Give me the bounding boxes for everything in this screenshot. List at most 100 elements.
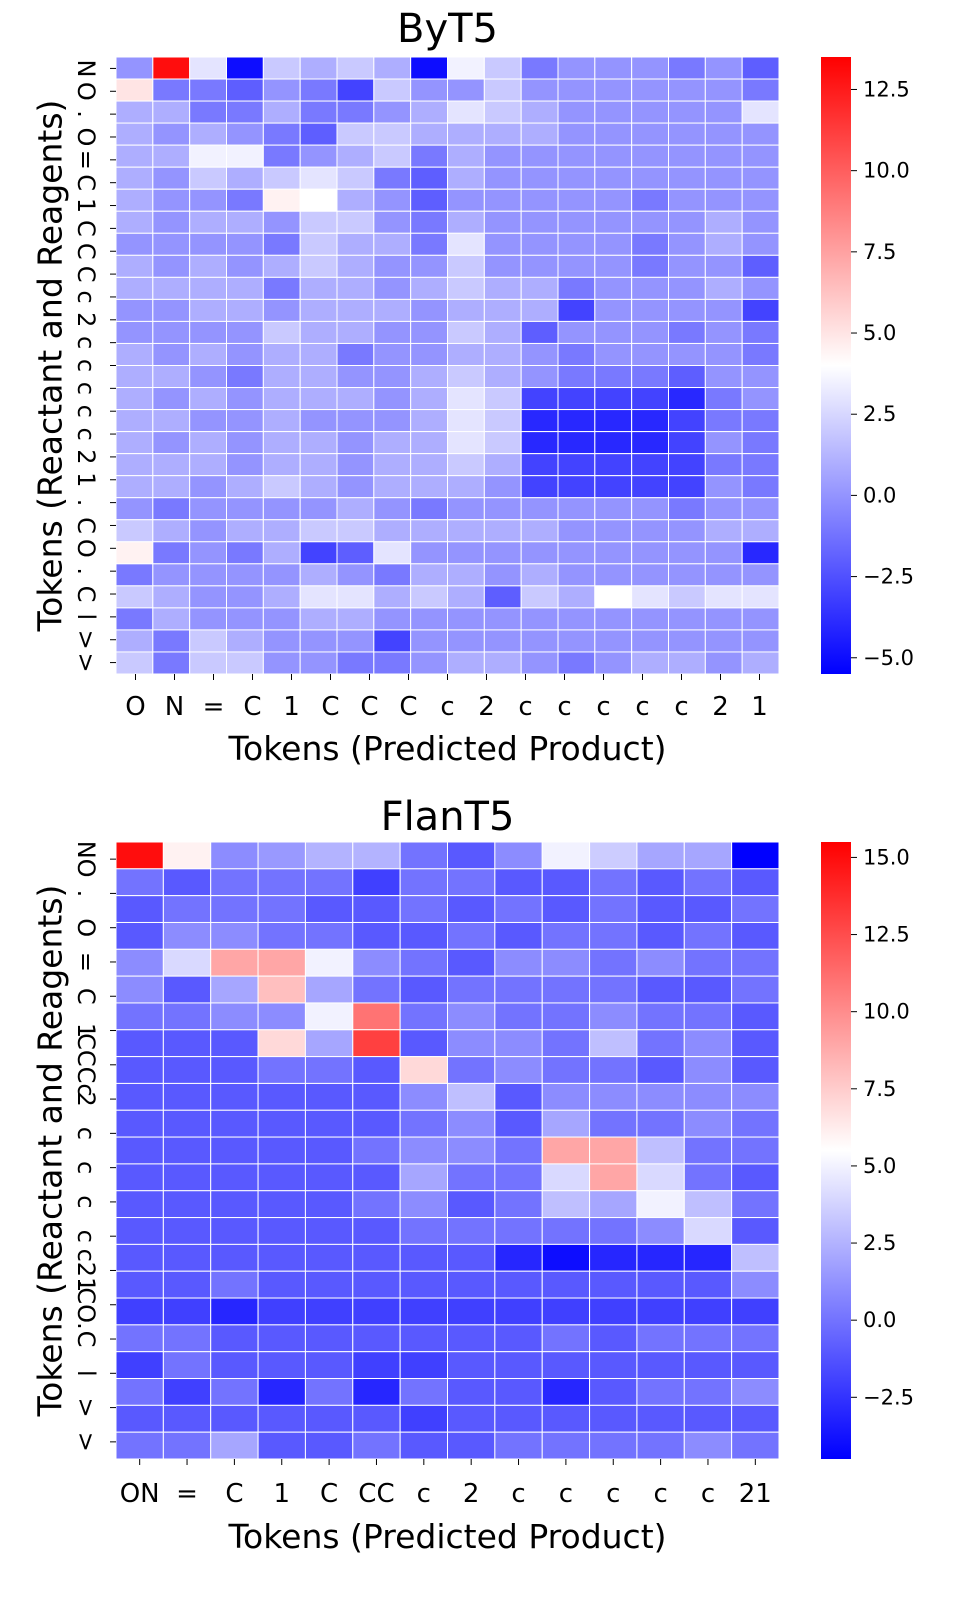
- heatmap-cell: [741, 56, 780, 80]
- heatmap-cell: [704, 232, 743, 256]
- heatmap-cell: [731, 1109, 780, 1138]
- heatmap-cell: [410, 519, 448, 543]
- heatmap-cell: [631, 585, 670, 609]
- heatmap-cell: [731, 1002, 780, 1031]
- heatmap-cell: [373, 210, 412, 234]
- heatmap-cell: [115, 1324, 164, 1353]
- heatmap-cell: [115, 210, 154, 234]
- heatmap-cell: [352, 841, 401, 870]
- heatmap-cell: [668, 629, 706, 653]
- heatmap-cell: [162, 1109, 212, 1138]
- heatmap-cell: [399, 1270, 448, 1299]
- heatmap-cell: [483, 320, 522, 344]
- heatmap-cell: [115, 409, 154, 433]
- heatmap-cell: [541, 868, 591, 897]
- heatmap-cell: [594, 232, 633, 256]
- heatmap-cell: [447, 210, 485, 234]
- heatmap-cell: [304, 1404, 354, 1433]
- heatmap-cell: [741, 298, 780, 322]
- heatmap-cell: [399, 1431, 448, 1460]
- heatmap-cell: [226, 78, 264, 102]
- heatmap-cell: [594, 409, 633, 433]
- heatmap-cell: [210, 1029, 259, 1058]
- heatmap-cell: [262, 585, 301, 609]
- heatmap-cell: [373, 629, 412, 653]
- heatmap-cell: [636, 1351, 685, 1380]
- heatmap-cell: [636, 1324, 685, 1353]
- heatmap-cell: [336, 409, 375, 433]
- heatmap-cell: [668, 276, 706, 300]
- heatmap-cell: [162, 1190, 212, 1219]
- heatmap-cell: [226, 409, 264, 433]
- heatmap-cell: [189, 607, 228, 631]
- heatmap-cell: [304, 1056, 354, 1084]
- heatmap-cell: [683, 1056, 733, 1084]
- heatmap-cell: [210, 1270, 259, 1299]
- heatmap-cell: [741, 365, 780, 389]
- heatmap-cell: [257, 1243, 306, 1272]
- heatmap-cell: [304, 948, 354, 977]
- heatmap-cell: [115, 921, 164, 950]
- heatmap-cell: [741, 188, 780, 212]
- heatmap-cell: [594, 453, 633, 477]
- heatmap-cell: [152, 629, 191, 653]
- heatmap-cell: [162, 1029, 212, 1058]
- heatmap-cell: [115, 497, 154, 521]
- heatmap-cell: [631, 563, 670, 587]
- heatmap-cell: [399, 1351, 448, 1380]
- heatmap-cell: [447, 453, 485, 477]
- heatmap-cell: [352, 1082, 401, 1111]
- heatmap-cell: [494, 1217, 543, 1245]
- heatmap-cell: [373, 276, 412, 300]
- heatmap-cell: [447, 1404, 496, 1433]
- heatmap-cell: [483, 519, 522, 543]
- x-tick-label: c: [511, 1479, 525, 1509]
- colorbar-tick-label: 2.5: [863, 1231, 896, 1255]
- heatmap-cell: [115, 841, 164, 870]
- heatmap-cell: [152, 453, 191, 477]
- heatmap-cell: [520, 276, 559, 300]
- heatmap-cell: [520, 497, 559, 521]
- y-tick-label: C: [72, 266, 100, 283]
- heatmap-cell: [631, 320, 670, 344]
- heatmap-cell: [373, 298, 412, 322]
- heatmap-cell: [373, 100, 412, 124]
- heatmap-cell: [152, 56, 191, 80]
- heatmap-cell: [683, 1163, 733, 1192]
- heatmap-cell: [399, 1002, 448, 1031]
- heatmap-cell: [352, 1404, 401, 1433]
- heatmap-cell: [162, 1243, 212, 1272]
- heatmap-cell: [447, 1002, 496, 1031]
- heatmap-cell: [162, 948, 212, 977]
- x-tick-label: c: [417, 1479, 431, 1509]
- heatmap-cell: [262, 100, 301, 124]
- y-tick-label: c: [72, 336, 100, 349]
- heatmap-cell: [189, 541, 228, 565]
- heatmap-cell: [631, 387, 670, 411]
- y-tick-label: =: [72, 952, 100, 972]
- heatmap-cell: [115, 1351, 164, 1380]
- heatmap-cell: [447, 1431, 496, 1460]
- heatmap-cell: [115, 1404, 164, 1433]
- heatmap-cell: [483, 453, 522, 477]
- heatmap-cell: [115, 475, 154, 499]
- heatmap-cell: [683, 1190, 733, 1219]
- heatmap-cell: [152, 475, 191, 499]
- heatmap-cell: [447, 56, 485, 80]
- heatmap-cell: [668, 431, 706, 455]
- heatmap-cell: [189, 585, 228, 609]
- heatmap-cell: [373, 541, 412, 565]
- heatmap-cell: [741, 232, 780, 256]
- heatmap-cell: [447, 188, 485, 212]
- heatmap-cell: [631, 166, 670, 190]
- heatmap-cell: [336, 210, 375, 234]
- y-tick-label: C: [72, 586, 100, 603]
- heatmap-cell: [494, 1297, 543, 1326]
- heatmap-cell: [162, 1002, 212, 1031]
- heatmap-cell: [631, 342, 670, 367]
- heatmap-cell: [226, 122, 264, 146]
- heatmap-cell: [257, 1351, 306, 1380]
- colorbar-tick-label: 12.5: [863, 923, 910, 947]
- colorbar-gradient: [821, 842, 851, 1459]
